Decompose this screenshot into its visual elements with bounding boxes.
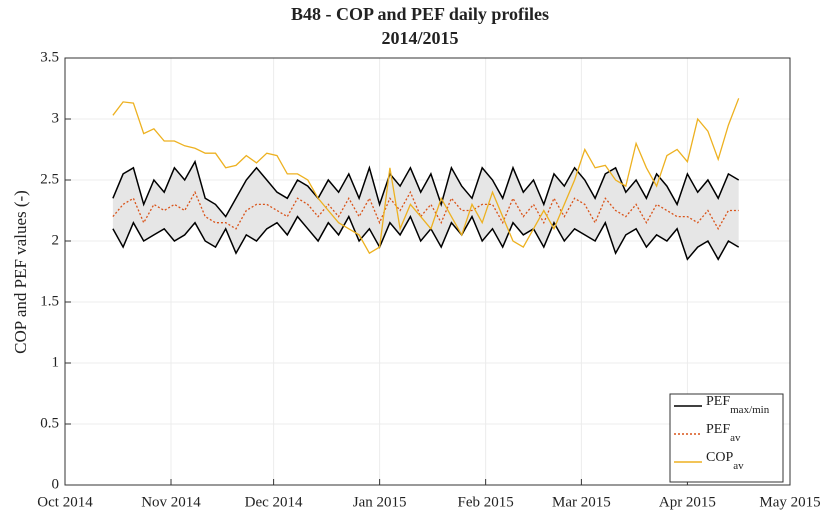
- axes-box: [64, 57, 791, 486]
- legend-subscript: av: [733, 460, 744, 472]
- band: [112, 161, 739, 260]
- x-tick-label: Dec 2014: [245, 494, 303, 510]
- x-tick-label: Nov 2014: [141, 494, 201, 510]
- series-line: [112, 190, 739, 231]
- legend-name: PEF: [706, 422, 730, 437]
- y-axis-label: COP and PEF values (-): [11, 190, 30, 354]
- y-tick-label: 1: [52, 354, 60, 370]
- y-tick-label: 2: [52, 232, 60, 248]
- legend-subscript: max/min: [730, 404, 770, 416]
- chart-title: B48 - COP and PEF daily profiles: [291, 4, 549, 24]
- x-tick-label: Jan 2015: [353, 494, 407, 510]
- plot-area: [65, 58, 790, 485]
- legend-label: PEFmax/min: [706, 394, 770, 415]
- x-tick-label: Apr 2015: [659, 494, 716, 510]
- legend-label: PEFav: [706, 422, 741, 443]
- y-tick-label: 0.5: [40, 415, 59, 431]
- y-tick-label: 3: [52, 110, 60, 126]
- y-tick-label: 0: [52, 476, 60, 492]
- x-tick-label: May 2015: [759, 494, 820, 510]
- legend-name: COP: [706, 450, 733, 465]
- legend-label: COPav: [706, 450, 744, 471]
- upper-line: [112, 159, 740, 218]
- legend-subscript: av: [730, 432, 741, 444]
- series-line: [112, 98, 740, 255]
- chart-subtitle: 2014/2015: [381, 28, 458, 48]
- lower-line: [112, 214, 740, 261]
- x-tick-label: Oct 2014: [37, 494, 93, 510]
- y-tick-label: 3.5: [40, 49, 59, 65]
- legend-box: [669, 393, 784, 483]
- y-tick-label: 1.5: [40, 293, 59, 309]
- legend-name: PEF: [706, 394, 730, 409]
- x-tick-label: Mar 2015: [552, 494, 611, 510]
- y-tick-label: 2.5: [40, 171, 59, 187]
- x-tick-label: Feb 2015: [458, 494, 514, 510]
